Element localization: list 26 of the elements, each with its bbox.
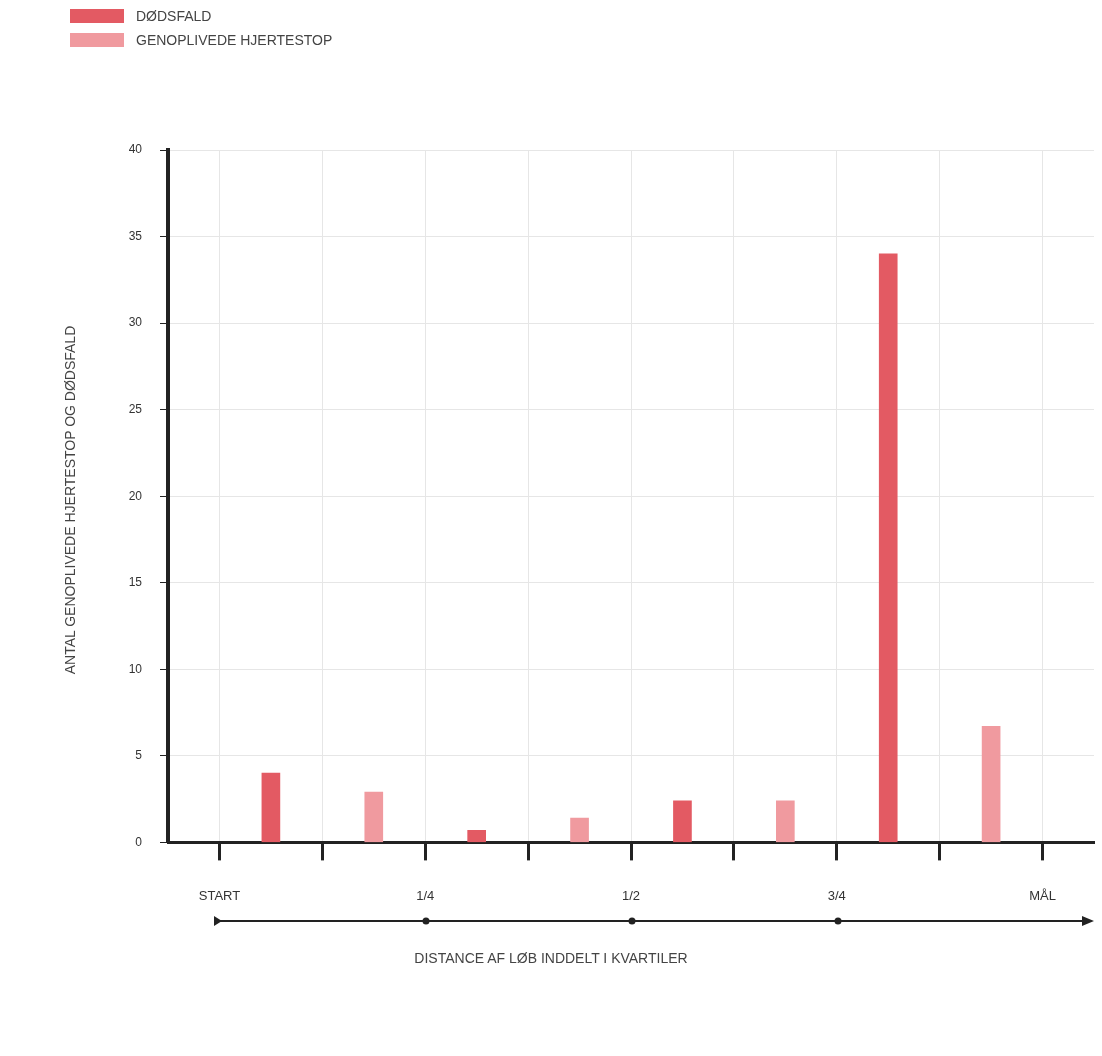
x-tick-label: 1/2 <box>621 887 641 903</box>
x-tick-label: MÅL <box>1029 887 1056 903</box>
y-tick-label: 35 <box>128 228 143 243</box>
legend-label: DØDSFALD <box>136 8 212 24</box>
bar <box>776 800 795 843</box>
x-tick-label: 1/4 <box>416 887 435 903</box>
x-tick-label: START <box>198 887 241 903</box>
bar <box>981 726 1001 843</box>
y-tick-label: 15 <box>128 575 143 590</box>
y-axis-title: ANTAL GENOPLIVEDE HJERTESTOP OG DØDSFALD <box>62 325 78 675</box>
x-tick-label: 3/4 <box>827 887 846 903</box>
y-tick-label: 20 <box>128 488 143 503</box>
bar <box>467 829 486 843</box>
bar <box>878 253 898 843</box>
y-tick-label: 25 <box>128 401 143 416</box>
y-tick-label: 0 <box>135 834 143 849</box>
legend-label: GENOPLIVEDE HJERTESTOP <box>136 32 333 48</box>
y-tick-label: 5 <box>135 748 143 763</box>
x-axis-title: DISTANCE AF LØB INDDELT I KVARTILER <box>413 950 689 966</box>
bar <box>673 800 692 843</box>
bar <box>364 791 384 843</box>
y-tick-label: 30 <box>128 315 143 330</box>
y-tick-label: 10 <box>128 661 143 676</box>
bar <box>570 817 589 843</box>
y-tick-label: 40 <box>128 142 143 157</box>
bar <box>261 772 281 843</box>
